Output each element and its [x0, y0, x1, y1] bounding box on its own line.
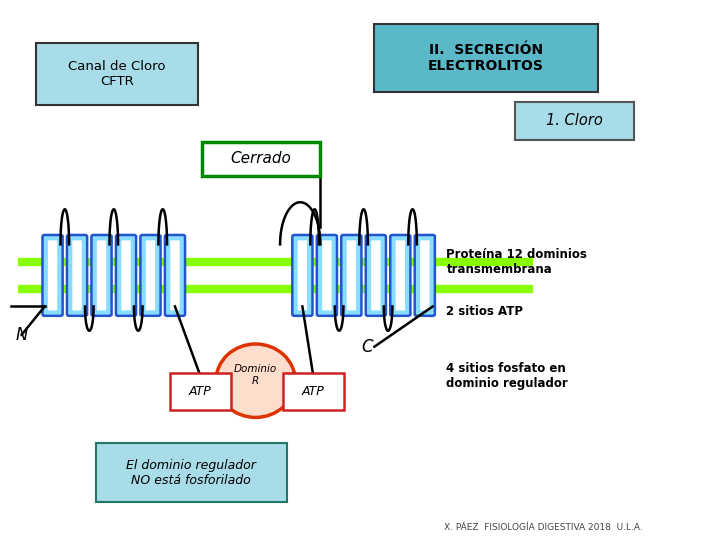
- FancyBboxPatch shape: [165, 235, 185, 316]
- Text: 1. Cloro: 1. Cloro: [546, 113, 603, 129]
- FancyBboxPatch shape: [170, 373, 230, 410]
- FancyBboxPatch shape: [283, 373, 344, 410]
- FancyBboxPatch shape: [140, 235, 161, 316]
- FancyBboxPatch shape: [298, 240, 307, 310]
- FancyBboxPatch shape: [323, 240, 331, 310]
- FancyBboxPatch shape: [420, 240, 429, 310]
- FancyBboxPatch shape: [96, 443, 287, 502]
- Text: 2 sitios ATP: 2 sitios ATP: [446, 305, 523, 318]
- Text: El dominio regulador
NO está fosforilado: El dominio regulador NO está fosforilado: [126, 458, 256, 487]
- FancyBboxPatch shape: [171, 240, 180, 310]
- FancyBboxPatch shape: [202, 142, 320, 176]
- FancyBboxPatch shape: [48, 240, 57, 310]
- FancyBboxPatch shape: [390, 235, 410, 316]
- FancyBboxPatch shape: [366, 235, 386, 316]
- FancyBboxPatch shape: [341, 235, 361, 316]
- Text: ATP: ATP: [302, 385, 325, 398]
- FancyBboxPatch shape: [415, 235, 435, 316]
- FancyBboxPatch shape: [396, 240, 405, 310]
- FancyBboxPatch shape: [292, 235, 312, 316]
- FancyBboxPatch shape: [96, 240, 107, 310]
- FancyBboxPatch shape: [121, 240, 131, 310]
- Text: Canal de Cloro
CFTR: Canal de Cloro CFTR: [68, 60, 166, 88]
- FancyBboxPatch shape: [515, 102, 634, 140]
- FancyBboxPatch shape: [67, 235, 87, 316]
- FancyBboxPatch shape: [91, 235, 112, 316]
- Text: C: C: [361, 338, 373, 356]
- FancyBboxPatch shape: [374, 24, 598, 92]
- Text: ATP: ATP: [189, 385, 212, 398]
- FancyBboxPatch shape: [36, 43, 198, 105]
- FancyBboxPatch shape: [72, 240, 82, 310]
- FancyBboxPatch shape: [347, 240, 356, 310]
- Ellipse shape: [216, 344, 295, 417]
- Text: X. PÁEZ  FISIOLOGÍA DIGESTIVA 2018  U.L.A.: X. PÁEZ FISIOLOGÍA DIGESTIVA 2018 U.L.A.: [444, 523, 643, 532]
- FancyBboxPatch shape: [317, 235, 337, 316]
- FancyBboxPatch shape: [42, 235, 63, 316]
- FancyBboxPatch shape: [372, 240, 381, 310]
- Text: Dominio
R: Dominio R: [234, 364, 277, 386]
- Text: N: N: [15, 326, 28, 344]
- FancyBboxPatch shape: [145, 240, 156, 310]
- FancyBboxPatch shape: [116, 235, 136, 316]
- Text: 4 sitios fosfato en
dominio regulador: 4 sitios fosfato en dominio regulador: [446, 362, 568, 390]
- Text: Cerrado: Cerrado: [230, 151, 292, 166]
- Text: II.  SECRECIÓN
ELECTROLITOS: II. SECRECIÓN ELECTROLITOS: [428, 43, 544, 73]
- Text: Proteína 12 dominios
transmembrana: Proteína 12 dominios transmembrana: [446, 248, 588, 276]
